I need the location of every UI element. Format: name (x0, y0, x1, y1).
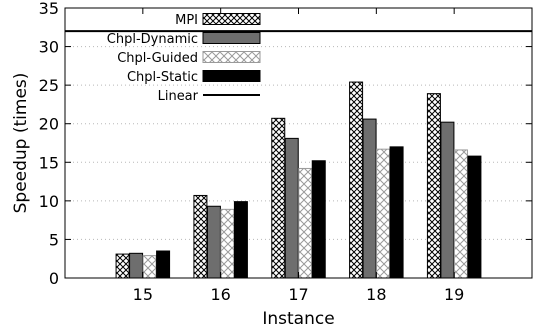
legend: MPI Chpl-Dynamic Chpl-Guided Chpl-Static Lin… (107, 13, 261, 104)
x-tick-label: 15 (133, 285, 153, 304)
legend-swatch-mpi (202, 13, 261, 25)
y-tick-label: 20 (39, 115, 59, 134)
y-tick-label: 25 (39, 76, 59, 95)
axis-ticks: 0 5 10 15 20 25 30 35 15 16 17 18 19 (39, 0, 532, 304)
y-tick-label: 0 (49, 269, 59, 288)
y-tick-label: 10 (39, 192, 59, 211)
bar-chpl-dynamic-16 (206, 205, 221, 279)
x-axis-title: Instance (262, 309, 334, 329)
bar-chpl-dynamic-19 (440, 121, 455, 279)
bar-mpi-18 (349, 81, 364, 279)
legend-label-linear: Linear (158, 89, 199, 104)
legend-swatch-chpl-static (202, 70, 261, 82)
y-axis-title: Speedup (times) (11, 73, 31, 214)
bar-mpi-19 (426, 93, 441, 279)
bar-chpl-dynamic-17 (284, 137, 299, 279)
legend-label-chpl-static: Chpl-Static (127, 70, 198, 85)
bar-chpl-guided-16 (220, 208, 235, 279)
legend-swatch-chpl-guided (202, 51, 261, 63)
bar-chpl-dynamic-15 (129, 252, 144, 279)
bar-mpi-16 (193, 194, 208, 279)
bar-chpl-static-17 (311, 160, 326, 279)
bar-chpl-guided-15 (142, 255, 157, 279)
y-tick-label: 30 (39, 38, 59, 57)
bar-chpl-guided-17 (298, 167, 313, 279)
legend-label-chpl-guided: Chpl-Guided (117, 51, 198, 66)
legend-label-mpi: MPI (175, 13, 198, 28)
bars (115, 81, 482, 279)
bar-chpl-static-18 (389, 146, 404, 279)
y-tick-label: 35 (39, 0, 59, 18)
x-tick-label: 17 (288, 285, 308, 304)
x-tick-label: 19 (444, 285, 464, 304)
bar-mpi-15 (115, 253, 130, 279)
bar-chpl-static-16 (233, 201, 248, 279)
y-tick-label: 15 (39, 153, 59, 172)
bar-chpl-static-15 (156, 250, 171, 279)
x-tick-label: 16 (210, 285, 230, 304)
y-tick-label: 5 (49, 230, 59, 249)
x-tick-label: 18 (366, 285, 386, 304)
legend-swatch-chpl-dynamic (202, 32, 261, 44)
bar-mpi-17 (271, 117, 286, 279)
bar-chpl-dynamic-18 (362, 118, 377, 279)
legend-label-chpl-dynamic: Chpl-Dynamic (107, 32, 198, 47)
bar-chpl-static-19 (467, 155, 482, 279)
bar-chpl-guided-19 (453, 149, 468, 279)
bar-chpl-guided-18 (376, 148, 391, 279)
